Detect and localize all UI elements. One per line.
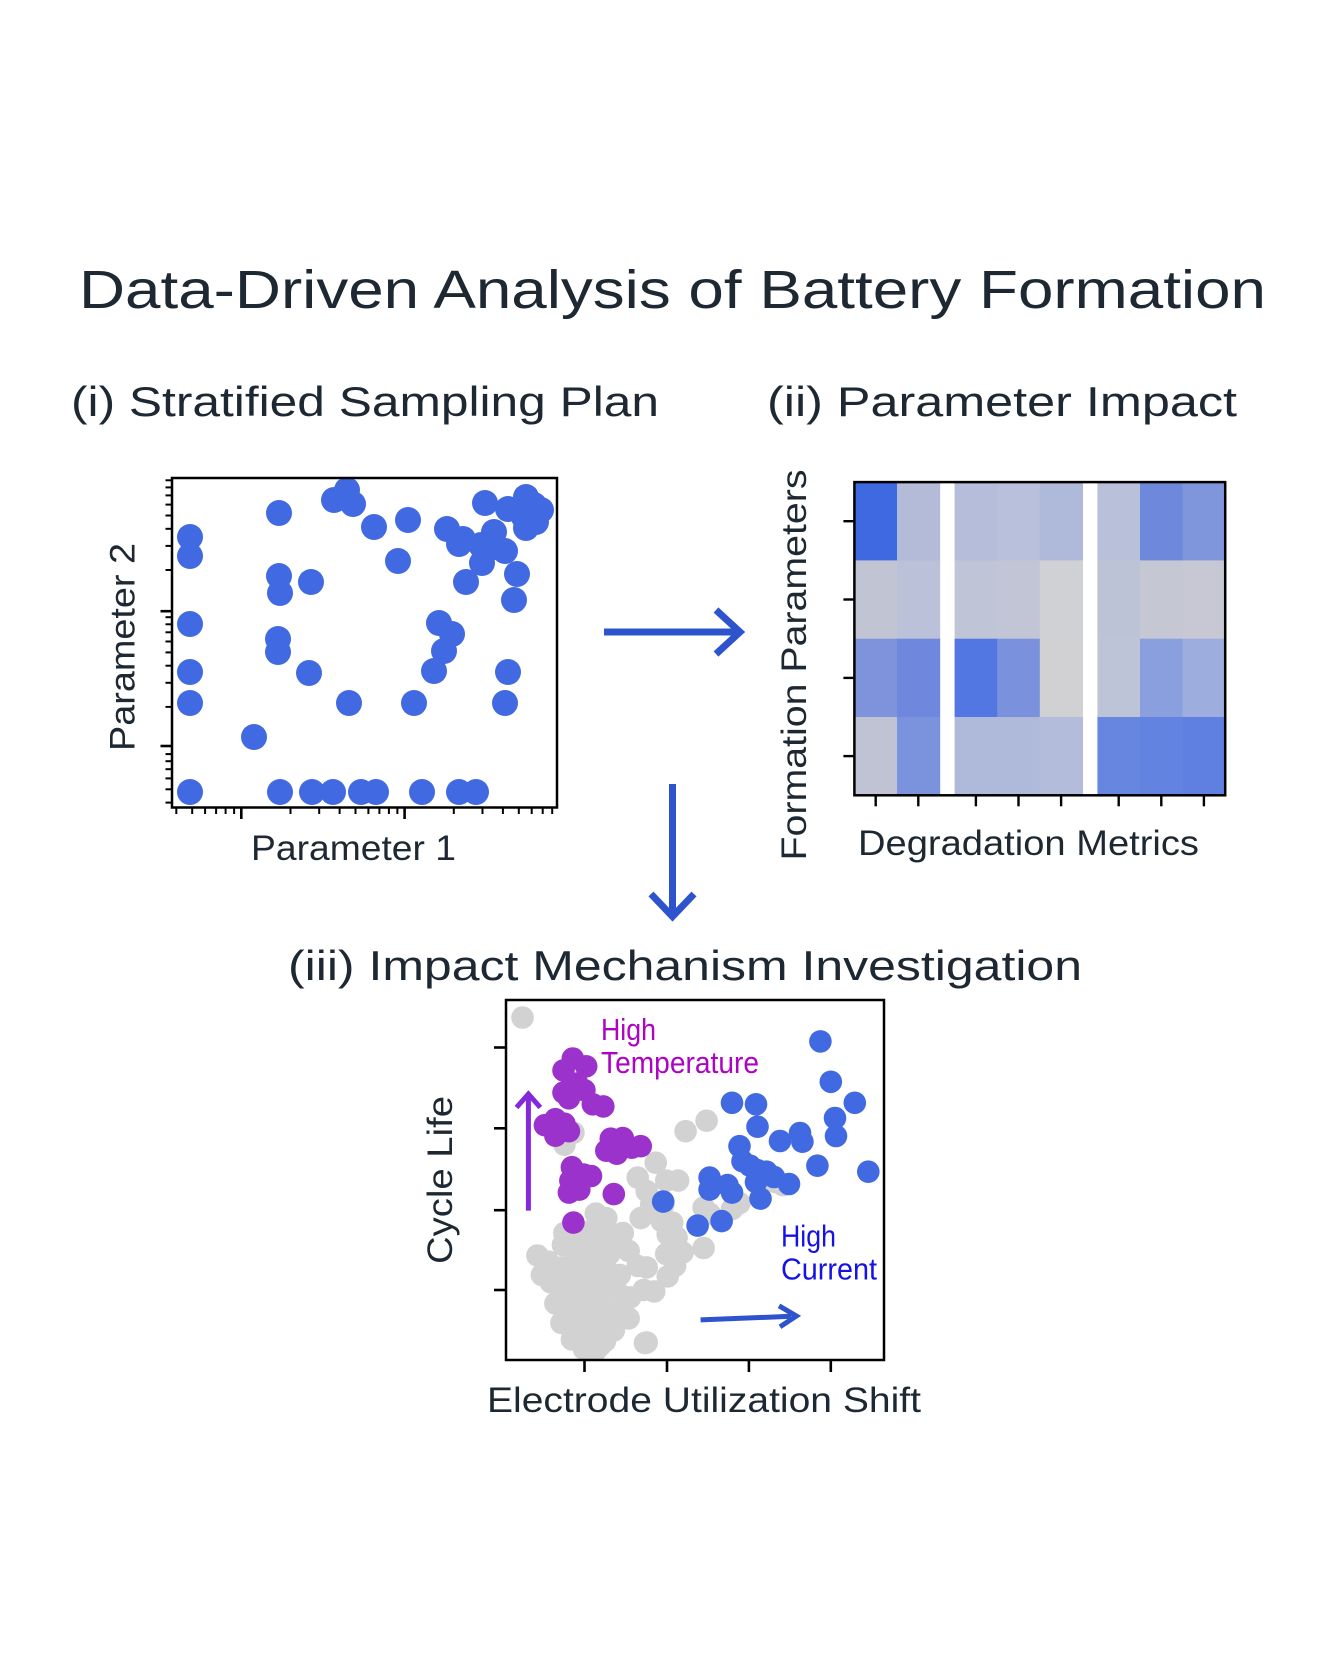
- svg-text:(i) Stratified Sampling Plan: (i) Stratified Sampling Plan: [71, 378, 659, 425]
- svg-text:High: High: [601, 1012, 656, 1047]
- svg-text:High: High: [781, 1219, 836, 1254]
- svg-text:Degradation Metrics: Degradation Metrics: [858, 824, 1199, 863]
- svg-text:Data-Driven Analysis of Batter: Data-Driven Analysis of Battery Formatio…: [79, 260, 1266, 320]
- svg-text:(ii) Parameter Impact: (ii) Parameter Impact: [767, 378, 1237, 425]
- svg-text:Electrode Utilization Shift: Electrode Utilization Shift: [487, 1381, 921, 1420]
- svg-text:Temperature: Temperature: [601, 1045, 759, 1080]
- svg-text:Parameter 2: Parameter 2: [104, 543, 143, 751]
- svg-text:(iii) Impact Mechanism Investi: (iii) Impact Mechanism Investigation: [288, 942, 1082, 989]
- svg-text:Parameter 1: Parameter 1: [251, 829, 456, 868]
- svg-text:Cycle Life: Cycle Life: [421, 1096, 460, 1264]
- svg-text:Formation Parameters: Formation Parameters: [775, 470, 814, 861]
- svg-text:Current: Current: [781, 1252, 877, 1287]
